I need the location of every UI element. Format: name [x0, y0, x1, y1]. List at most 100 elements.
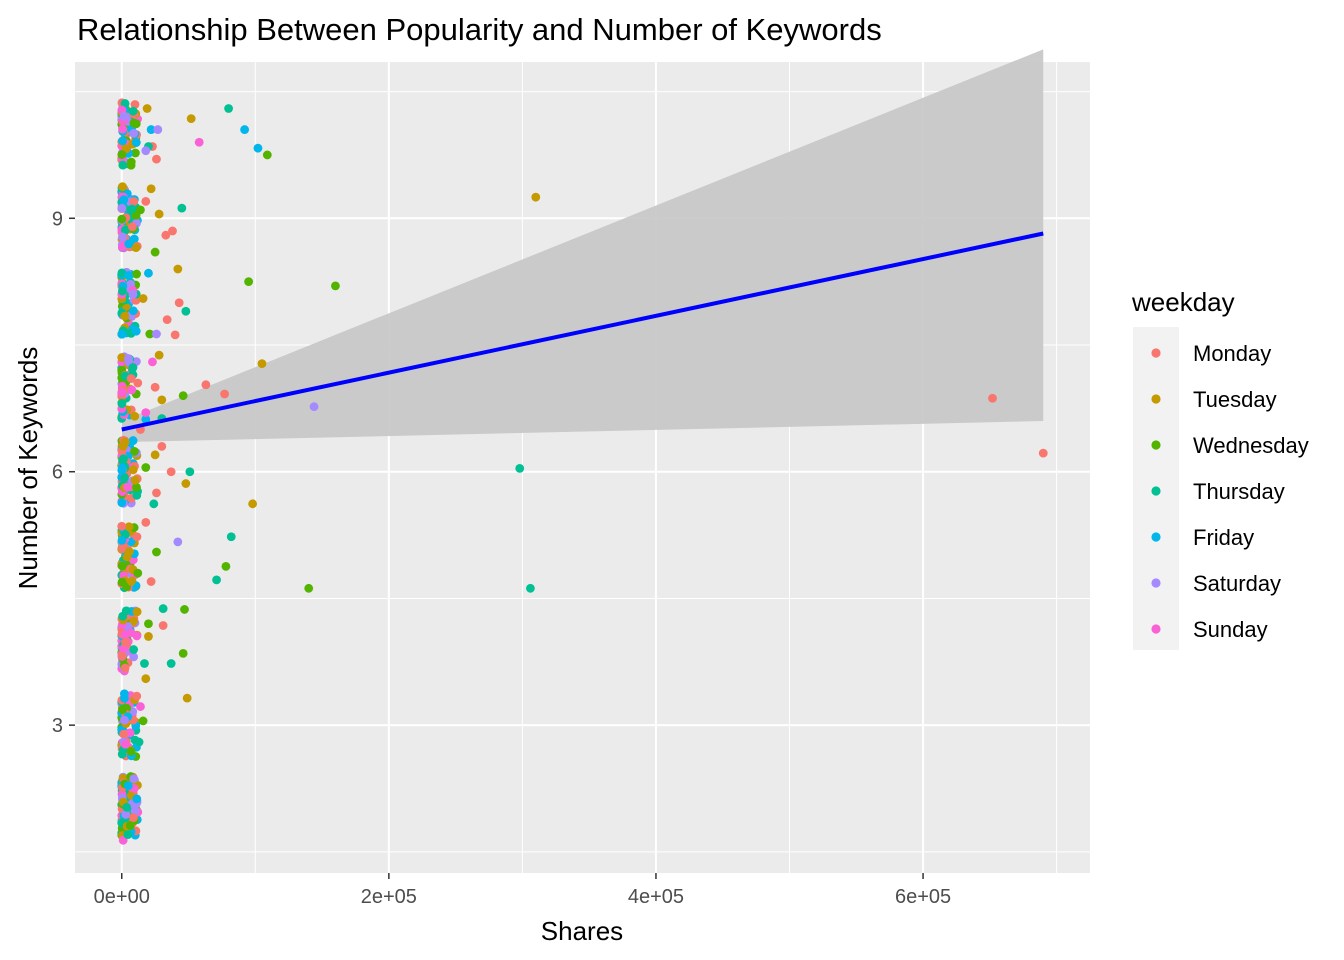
data-point-friday [128, 306, 138, 316]
legend-title: weekday [1131, 287, 1235, 317]
data-point-friday [117, 329, 127, 339]
data-point-tuesday [124, 522, 134, 532]
legend-label-saturday: Saturday [1193, 571, 1281, 596]
data-point-monday [141, 196, 151, 206]
x-tick-label: 4e+05 [628, 886, 684, 908]
data-point-wednesday [126, 157, 136, 167]
legend-key-tuesday [1151, 394, 1161, 404]
data-point-friday [128, 436, 138, 445]
data-point-sunday [117, 387, 127, 397]
data-point-monday [161, 230, 171, 240]
data-point-monday [158, 621, 168, 630]
data-point-thursday [120, 472, 130, 482]
data-point-tuesday [146, 184, 156, 194]
data-point-monday [157, 441, 167, 451]
data-point-friday [124, 271, 133, 280]
x-tick-label: 6e+05 [895, 886, 951, 908]
data-point-friday [124, 239, 134, 249]
data-point-wednesday [125, 821, 135, 830]
data-point-thursday [224, 104, 233, 113]
data-point-monday [220, 389, 229, 399]
data-point-thursday [127, 204, 137, 214]
data-point-thursday [226, 532, 236, 542]
data-point-thursday [128, 106, 138, 116]
data-point-monday [133, 378, 143, 388]
data-point-thursday [118, 160, 128, 170]
data-point-tuesday [157, 395, 167, 405]
data-point-wednesday [138, 716, 148, 726]
data-point-tuesday [120, 437, 130, 447]
data-point-monday [201, 380, 211, 390]
data-point-wednesday [144, 619, 153, 629]
data-point-tuesday [130, 475, 140, 485]
y-tick-label: 3 [52, 715, 63, 737]
data-point-thursday [128, 363, 138, 372]
data-point-sunday [148, 357, 157, 367]
data-point-thursday [117, 399, 127, 409]
data-point-tuesday [181, 479, 191, 488]
data-point-friday [240, 125, 250, 134]
data-point-tuesday [129, 616, 138, 626]
data-point-friday [131, 326, 141, 336]
data-point-tuesday [118, 182, 127, 192]
data-point-wednesday [132, 482, 141, 492]
data-point-wednesday [178, 391, 188, 401]
data-point-thursday [526, 583, 535, 593]
data-point-thursday [149, 499, 159, 509]
data-point-monday [126, 374, 136, 383]
chart-title: Relationship Between Popularity and Numb… [77, 12, 882, 47]
confidence-band [121, 49, 1044, 443]
data-point-thursday [117, 286, 127, 296]
data-point-wednesday [150, 247, 160, 257]
data-point-tuesday [132, 607, 142, 617]
data-point-wednesday [130, 447, 139, 456]
data-point-friday [253, 143, 263, 153]
legend-label-friday: Friday [1193, 525, 1254, 550]
data-point-wednesday [244, 277, 254, 287]
data-point-monday [152, 488, 161, 498]
data-point-monday [120, 638, 130, 647]
data-point-sunday [118, 124, 127, 134]
data-point-saturday [128, 289, 138, 299]
data-point-monday [128, 222, 137, 232]
data-point-friday [118, 136, 127, 146]
data-point-tuesday [144, 632, 153, 641]
data-point-sunday [122, 482, 132, 492]
data-point-sunday [132, 631, 142, 641]
data-point-sunday [120, 739, 130, 749]
data-point-tuesday [531, 192, 541, 202]
data-point-tuesday [124, 547, 134, 556]
data-point-friday [120, 693, 129, 703]
data-point-wednesday [131, 148, 140, 158]
data-point-monday [132, 532, 142, 542]
data-point-thursday [166, 659, 176, 668]
data-point-tuesday [150, 450, 160, 460]
y-tick-label: 9 [52, 208, 63, 230]
data-point-wednesday [221, 561, 231, 571]
data-point-tuesday [138, 294, 148, 303]
data-point-monday [120, 663, 130, 673]
data-point-thursday [129, 645, 139, 654]
data-point-monday [130, 100, 140, 109]
data-point-wednesday [262, 150, 272, 160]
data-point-saturday [129, 128, 139, 138]
data-point-tuesday [248, 499, 258, 509]
data-point-friday [141, 414, 151, 424]
data-point-thursday [118, 611, 128, 621]
y-axis-title: Number of Keywords [13, 347, 43, 590]
data-point-monday [166, 467, 176, 477]
data-point-thursday [119, 454, 128, 464]
data-point-sunday [136, 702, 145, 711]
legend-label-sunday: Sunday [1193, 617, 1268, 642]
data-point-wednesday [145, 329, 155, 339]
data-point-saturday [117, 203, 127, 213]
legend-label-thursday: Thursday [1193, 479, 1285, 504]
data-point-saturday [173, 537, 183, 547]
data-point-wednesday [180, 605, 189, 614]
axis-ticks: 0e+00 2e+05 4e+05 6e+05 3 6 9 [52, 208, 951, 908]
data-point-monday [146, 577, 156, 586]
data-point-friday [117, 536, 127, 545]
data-point-saturday [129, 774, 139, 784]
data-point-monday [152, 154, 161, 164]
